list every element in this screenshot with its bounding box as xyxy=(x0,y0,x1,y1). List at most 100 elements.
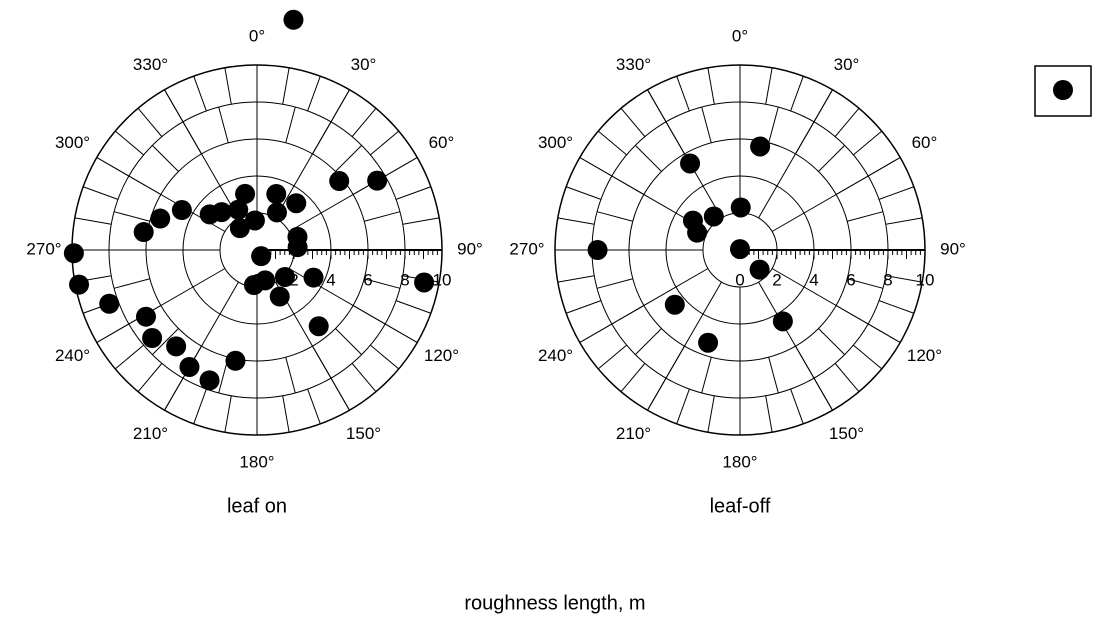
point xyxy=(730,197,751,218)
point xyxy=(587,240,608,260)
minor-spoke xyxy=(364,278,401,289)
point xyxy=(750,136,771,157)
minor-spoke xyxy=(790,75,804,112)
legend-box xyxy=(1034,65,1092,117)
theta-tick-label: 270° xyxy=(509,239,544,258)
minor-spoke xyxy=(218,106,229,143)
minor-spoke xyxy=(768,106,779,143)
minor-spoke xyxy=(224,67,232,105)
minor-spoke xyxy=(151,328,179,356)
point xyxy=(283,9,304,30)
point xyxy=(69,274,90,295)
spoke xyxy=(275,89,350,219)
minor-spoke xyxy=(847,278,884,289)
minor-spoke xyxy=(151,144,179,172)
theta-tick-label: 210° xyxy=(616,424,651,443)
theta-tick-label: 30° xyxy=(834,55,860,74)
minor-spoke xyxy=(596,211,633,222)
minor-spoke xyxy=(285,106,296,143)
point xyxy=(414,272,435,293)
minor-spoke xyxy=(885,217,923,225)
minor-spoke xyxy=(82,186,119,200)
minor-spoke xyxy=(620,107,646,137)
point xyxy=(266,202,287,223)
minor-spoke xyxy=(395,186,432,200)
minor-spoke xyxy=(597,344,627,370)
theta-tick-label: 180° xyxy=(722,452,757,471)
point xyxy=(286,193,307,214)
point xyxy=(63,243,84,264)
minor-spoke xyxy=(285,357,296,394)
theta-tick-label: 30° xyxy=(351,55,377,74)
r-tick-label: 0 xyxy=(735,270,744,289)
minor-spoke xyxy=(224,395,232,433)
minor-spoke xyxy=(137,363,163,393)
r-tick-label: 6 xyxy=(846,270,855,289)
theta-tick-label: 210° xyxy=(133,424,168,443)
point xyxy=(99,293,120,314)
point xyxy=(166,336,187,357)
point xyxy=(229,218,250,239)
minor-spoke xyxy=(818,144,846,172)
point xyxy=(255,270,276,291)
spoke xyxy=(164,281,239,411)
spoke xyxy=(579,268,709,343)
minor-spoke xyxy=(768,357,779,394)
theta-tick-label: 150° xyxy=(829,424,864,443)
theta-tick-label: 120° xyxy=(907,346,942,365)
minor-spoke xyxy=(597,130,627,156)
minor-spoke xyxy=(676,75,690,112)
point xyxy=(142,327,163,348)
minor-spoke xyxy=(114,130,144,156)
r-tick-label: 8 xyxy=(883,270,892,289)
point xyxy=(228,199,249,220)
theta-tick-label: 180° xyxy=(239,452,274,471)
theta-tick-label: 300° xyxy=(538,133,573,152)
point xyxy=(225,350,246,371)
point xyxy=(772,311,793,332)
minor-spoke xyxy=(707,395,715,433)
minor-spoke xyxy=(370,130,400,156)
minor-spoke xyxy=(335,328,363,356)
minor-spoke xyxy=(351,107,377,137)
point xyxy=(367,170,388,191)
minor-spoke xyxy=(885,275,923,283)
point xyxy=(251,246,272,267)
point xyxy=(308,316,329,337)
minor-spoke xyxy=(596,278,633,289)
minor-spoke xyxy=(834,107,860,137)
point xyxy=(664,294,685,315)
theta-tick-label: 90° xyxy=(940,239,966,258)
spoke xyxy=(275,281,350,411)
minor-spoke xyxy=(335,144,363,172)
theta-tick-label: 0° xyxy=(249,26,265,45)
r-tick-label: 10 xyxy=(433,270,452,289)
minor-spoke xyxy=(853,130,883,156)
r-tick-label: 10 xyxy=(916,270,935,289)
spoke xyxy=(758,89,833,219)
minor-spoke xyxy=(193,388,207,425)
minor-spoke xyxy=(707,67,715,105)
minor-spoke xyxy=(307,75,321,112)
r-tick-label: 4 xyxy=(326,270,335,289)
point xyxy=(287,237,308,258)
point xyxy=(687,222,708,243)
minor-spoke xyxy=(113,211,150,222)
point xyxy=(680,153,701,174)
point xyxy=(730,239,750,260)
minor-spoke xyxy=(370,344,400,370)
minor-spoke xyxy=(307,388,321,425)
minor-spoke xyxy=(765,67,773,105)
point xyxy=(133,222,154,243)
minor-spoke xyxy=(351,363,377,393)
minor-spoke xyxy=(282,395,290,433)
minor-spoke xyxy=(847,211,884,222)
minor-spoke xyxy=(557,275,595,283)
point xyxy=(303,267,324,288)
minor-spoke xyxy=(853,344,883,370)
r-tick-label: 8 xyxy=(400,270,409,289)
theta-tick-label: 150° xyxy=(346,424,381,443)
point xyxy=(199,204,220,225)
minor-spoke xyxy=(818,328,846,356)
minor-spoke xyxy=(834,363,860,393)
